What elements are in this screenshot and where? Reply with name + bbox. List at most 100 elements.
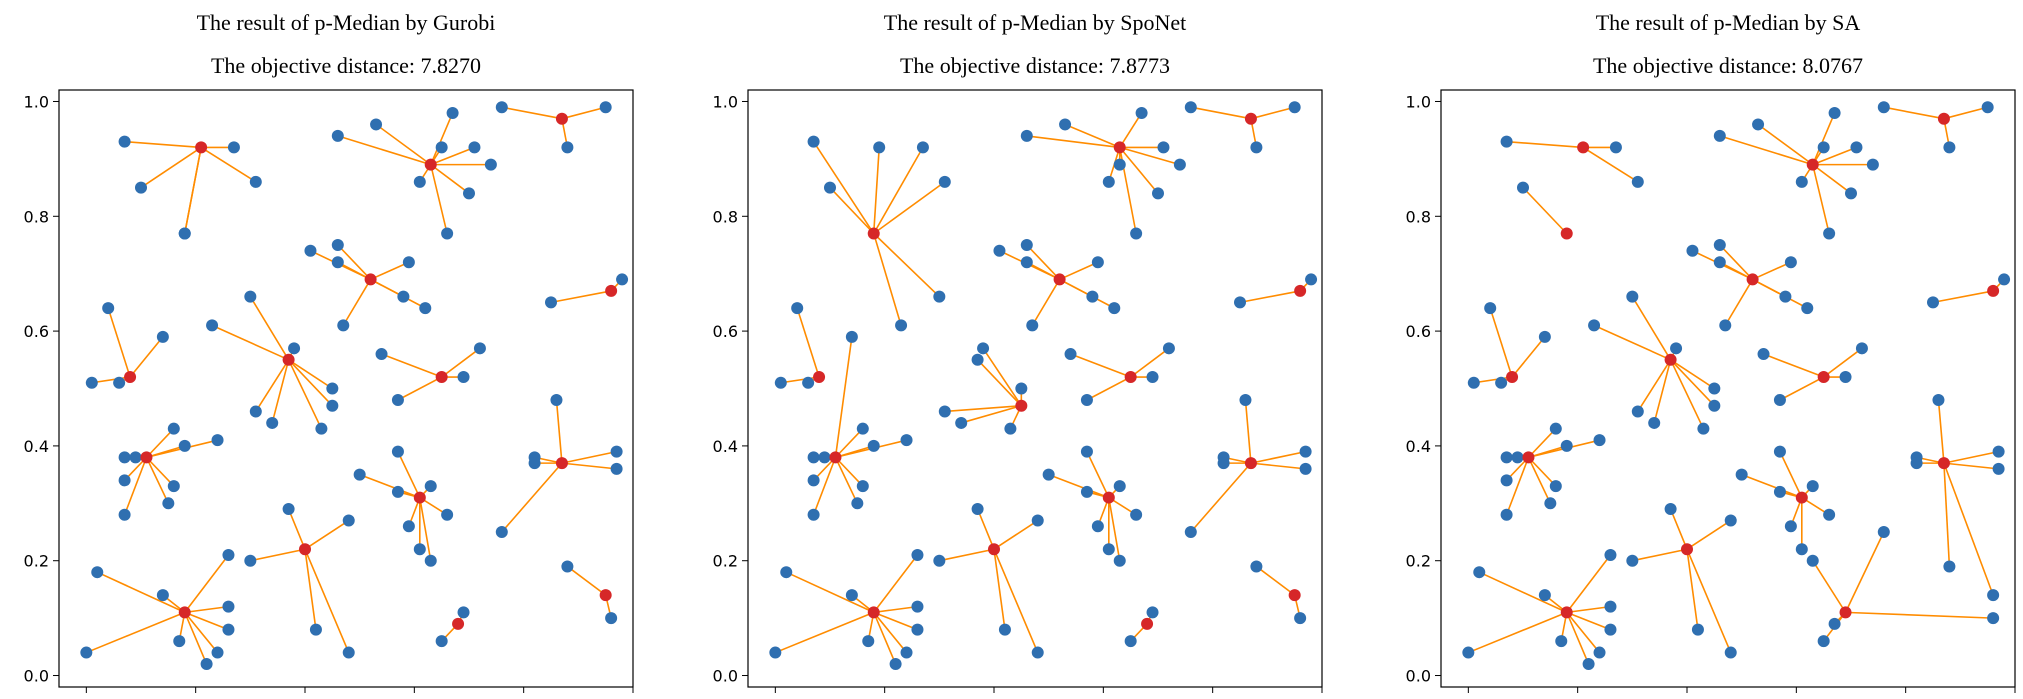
demand-point bbox=[1855, 342, 1868, 355]
assignment-line bbox=[249, 296, 290, 361]
assignment-line bbox=[1119, 146, 1181, 166]
demand-point bbox=[1113, 480, 1126, 493]
assignment-line bbox=[375, 123, 432, 166]
facility-point bbox=[1839, 606, 1852, 619]
demand-point bbox=[1648, 416, 1661, 429]
chart-title: The result of p-Median by SpoNet bbox=[884, 10, 1186, 35]
assignment-line bbox=[288, 359, 333, 390]
demand-point bbox=[1020, 238, 1033, 251]
demand-point bbox=[1604, 623, 1617, 636]
demand-point bbox=[1020, 256, 1033, 269]
assignment-line bbox=[872, 147, 880, 234]
assignment-line bbox=[561, 450, 617, 464]
demand-point bbox=[900, 434, 913, 447]
facility-point bbox=[413, 491, 426, 504]
demand-point bbox=[1828, 617, 1841, 630]
assignment-line bbox=[1026, 244, 1061, 280]
demand-point bbox=[402, 520, 415, 533]
demand-point bbox=[135, 181, 147, 194]
facility-point bbox=[1681, 543, 1693, 556]
facility-point bbox=[605, 284, 618, 297]
demand-point bbox=[1817, 141, 1830, 154]
demand-point bbox=[780, 566, 793, 579]
demand-point bbox=[113, 376, 126, 389]
demand-point bbox=[1217, 457, 1230, 470]
demand-point bbox=[845, 589, 858, 602]
demand-point bbox=[1064, 348, 1077, 361]
assignment-line bbox=[501, 462, 563, 533]
demand-point bbox=[484, 158, 497, 171]
assignment-line bbox=[873, 605, 918, 614]
assignment-line bbox=[1670, 359, 1715, 407]
demand-point bbox=[1234, 296, 1246, 309]
assignment-line bbox=[873, 554, 919, 613]
assignment-line bbox=[550, 290, 612, 304]
assignment-line bbox=[1669, 359, 1705, 430]
demand-point bbox=[895, 319, 908, 332]
assignment-line bbox=[501, 106, 563, 120]
y-tick-label: 0.6 bbox=[24, 322, 49, 341]
objective-distance-label: The objective distance: 7.8270 bbox=[211, 53, 481, 78]
facility-point bbox=[1506, 371, 1519, 384]
demand-point bbox=[391, 445, 404, 458]
assignment-line bbox=[271, 359, 290, 424]
demand-point bbox=[1784, 256, 1797, 269]
assignment-line bbox=[1522, 187, 1568, 235]
facility-point bbox=[829, 451, 842, 464]
demand-point bbox=[162, 497, 175, 510]
demand-point bbox=[1801, 302, 1814, 315]
y-tick-label: 0.8 bbox=[713, 207, 738, 226]
facility-point bbox=[1102, 491, 1115, 504]
demand-point bbox=[528, 457, 541, 470]
assignment-line bbox=[834, 336, 853, 458]
x-tick-label: 0.2 bbox=[872, 697, 897, 699]
demand-point bbox=[807, 508, 820, 521]
facility-point bbox=[813, 371, 826, 384]
demand-point bbox=[1102, 175, 1115, 188]
assignment-line bbox=[1719, 261, 1753, 281]
demand-point bbox=[1631, 405, 1644, 418]
demand-point bbox=[1091, 256, 1104, 269]
facility-point bbox=[1244, 112, 1257, 125]
demand-point bbox=[1719, 319, 1732, 332]
assignment-line bbox=[429, 112, 454, 165]
demand-point bbox=[1708, 382, 1721, 395]
assignment-line bbox=[1943, 462, 1994, 596]
assignment-line bbox=[1811, 164, 1830, 234]
demand-point bbox=[1305, 273, 1318, 286]
assignment-line bbox=[1250, 462, 1306, 470]
assignment-line bbox=[337, 261, 371, 281]
demand-point bbox=[971, 503, 984, 516]
demand-point bbox=[1713, 238, 1726, 251]
demand-point bbox=[342, 514, 355, 527]
demand-point bbox=[1091, 520, 1104, 533]
assignment-line bbox=[200, 146, 257, 183]
facility-point bbox=[1113, 141, 1126, 154]
demand-point bbox=[424, 480, 437, 493]
demand-points bbox=[80, 101, 629, 671]
demand-point bbox=[1288, 101, 1301, 114]
facility-point bbox=[1937, 112, 1950, 125]
demand-point bbox=[222, 548, 235, 561]
demand-point bbox=[1113, 158, 1126, 171]
demand-point bbox=[304, 244, 317, 257]
demand-point bbox=[1484, 302, 1497, 315]
facility-point bbox=[1522, 451, 1535, 464]
demand-point bbox=[1042, 468, 1055, 481]
assignment-line bbox=[1255, 565, 1296, 596]
demand-point bbox=[1588, 319, 1601, 332]
demand-point bbox=[856, 480, 869, 493]
demand-point bbox=[331, 256, 344, 269]
demand-point bbox=[1932, 393, 1945, 406]
assignment-line bbox=[184, 611, 219, 654]
assignment-line bbox=[561, 106, 606, 120]
demand-point bbox=[1877, 101, 1890, 114]
demand-point bbox=[222, 623, 235, 636]
assignment-line bbox=[1932, 290, 1994, 304]
demand-point bbox=[971, 353, 984, 366]
facility-point bbox=[1244, 457, 1257, 470]
assignment-line bbox=[1812, 163, 1852, 194]
demand-points bbox=[1462, 101, 2011, 671]
demand-point bbox=[1582, 658, 1595, 671]
